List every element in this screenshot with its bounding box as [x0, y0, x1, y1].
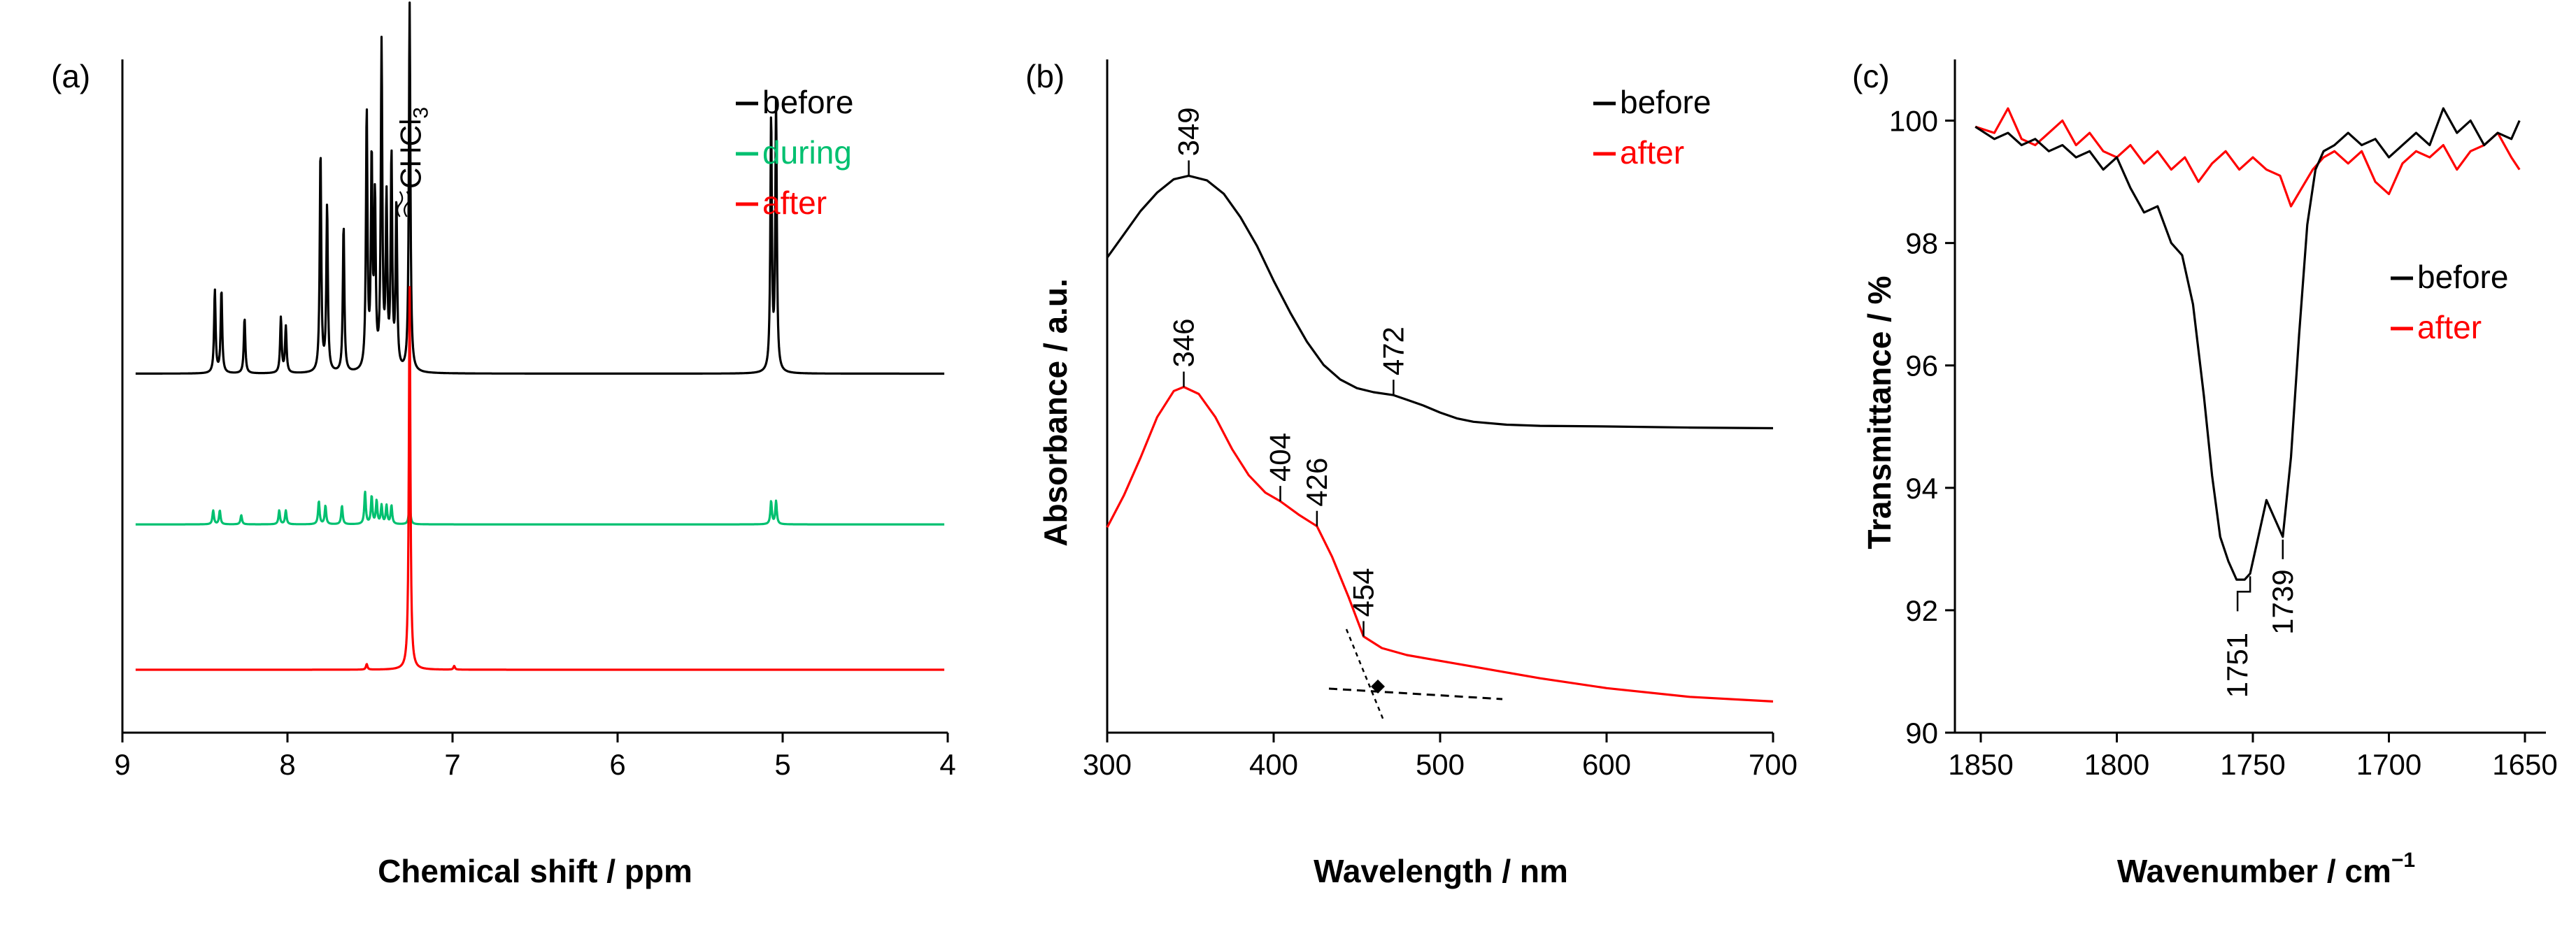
panel-a-axis-break-mark	[397, 191, 411, 217]
panel-b-peak-label: 346	[1167, 318, 1200, 367]
panel-c-peak-leader-1751	[2236, 576, 2251, 612]
panel-b-peak-label: 426	[1300, 458, 1333, 507]
panel-c-label: (c)	[1852, 58, 1890, 94]
panel-b-label: (b)	[1025, 58, 1065, 94]
panel-a-series	[134, 1, 946, 671]
panel-a-nmr-chart: (a) 9 8 7 6 5 4 before during after CHCl3 Chemi…	[51, 1, 956, 889]
panel-a-x-tick-label: 8	[279, 748, 295, 781]
panel-b-tangent-steep-line	[1345, 628, 1385, 721]
panel-c-series-after	[1974, 107, 2521, 208]
panel-c-y-tick-label: 98	[1905, 227, 1938, 260]
panel-b-axes: 300 400 500 600 700	[1083, 59, 1798, 781]
panel-b-peak-label: 404	[1264, 433, 1297, 482]
panel-c-x-tick-label: 1850	[1948, 748, 2013, 781]
panel-c-legend-label-after: after	[2417, 309, 2482, 345]
panel-b-peak-label: 472	[1376, 326, 1409, 375]
panel-b-x-tick-label: 500	[1416, 748, 1465, 781]
panel-c-legend: before after	[2391, 259, 2508, 345]
panel-a-x-tick-label: 5	[774, 748, 790, 781]
panel-a-chcl3-text: CHCl	[394, 119, 427, 189]
panel-a-legend-label-before: before	[762, 84, 853, 120]
panel-c-x-axis-title-sup: −1	[2391, 849, 2415, 872]
panel-a-chcl3-subscript: 3	[410, 107, 433, 119]
panel-c-x-tick-label: 1650	[2492, 748, 2557, 781]
panel-c-y-tick-label: 92	[1905, 594, 1938, 627]
panel-c-y-tick-label: 90	[1905, 717, 1938, 749]
panel-b-legend-label-after: after	[1620, 134, 1684, 171]
panel-c-annotations: 1751 1739	[2221, 539, 2299, 698]
panel-a-annotations: CHCl3	[394, 107, 433, 217]
panel-b-legend: before after	[1593, 84, 1711, 171]
panel-c-y-tick-label: 96	[1905, 350, 1938, 382]
panel-c-series-before	[1974, 107, 2521, 581]
panel-b-intersection-marker	[1371, 680, 1385, 694]
panel-a-chcl3-label: CHCl3	[394, 107, 433, 189]
panel-c-series	[1974, 107, 2521, 581]
panel-a-series-after	[134, 286, 946, 671]
panel-c-x-tick-label: 1800	[2084, 748, 2149, 781]
panel-c-legend-label-before: before	[2417, 259, 2508, 295]
panel-a-label: (a)	[51, 58, 90, 94]
panel-a-legend-label-after: after	[762, 185, 827, 221]
panel-c-x-axis-title: Wavenumber / cm−1	[2117, 849, 2415, 889]
panel-b-x-tick-label: 300	[1083, 748, 1132, 781]
panel-b-x-tick-label: 600	[1582, 748, 1631, 781]
panel-a-legend: before during after	[736, 84, 853, 221]
panel-a-x-tick-label: 7	[444, 748, 460, 781]
panel-b-peak-label: 454	[1347, 568, 1380, 617]
panel-b-series	[1106, 174, 1774, 703]
panel-a-axes: 9 8 7 6 5 4	[114, 59, 956, 781]
panel-c-peak-label: 1739	[2266, 569, 2299, 634]
panel-a-series-before	[134, 1, 946, 375]
panel-b-x-tick-label: 400	[1249, 748, 1298, 781]
panel-c-axes: 1850 1800 1750 1700 1650 90 92 94 96 98 100	[1889, 59, 2558, 781]
panel-a-x-tick-label: 6	[609, 748, 625, 781]
panel-c-x-axis-title-text: Wavenumber / cm	[2117, 853, 2391, 889]
panel-b-series-before	[1106, 174, 1774, 430]
panel-b-peak-label: 349	[1172, 107, 1205, 156]
panel-c-x-tick-label: 1700	[2356, 748, 2421, 781]
panel-a-x-tick-label: 4	[939, 748, 955, 781]
panel-c-peak-label: 1751	[2221, 633, 2254, 698]
panel-a-legend-label-during: during	[762, 134, 852, 171]
panel-b-series-after	[1106, 385, 1774, 703]
panel-b-x-axis-title: Wavelength / nm	[1314, 853, 1568, 889]
panel-c-y-axis-title: Transmittance / %	[1861, 275, 1898, 549]
panel-c-y-tick-label: 94	[1905, 472, 1938, 505]
panel-b-tangent-line	[1328, 687, 1503, 700]
panel-a-x-tick-label: 9	[114, 748, 130, 781]
panel-c-y-tick-label: 100	[1889, 105, 1938, 138]
panel-b-legend-label-before: before	[1620, 84, 1711, 120]
panel-a-series-during	[134, 490, 946, 526]
panel-b-x-tick-label: 700	[1749, 748, 1798, 781]
panel-c-x-tick-label: 1750	[2220, 748, 2285, 781]
panel-c-ftir-chart: (c) 1850 1800 1750 1700 1650 90 92 94 96 98 100 17…	[1852, 58, 2558, 889]
panel-a-x-axis-title: Chemical shift / ppm	[378, 853, 692, 889]
panel-b-y-axis-title: Absorbance / a.u.	[1037, 278, 1074, 546]
